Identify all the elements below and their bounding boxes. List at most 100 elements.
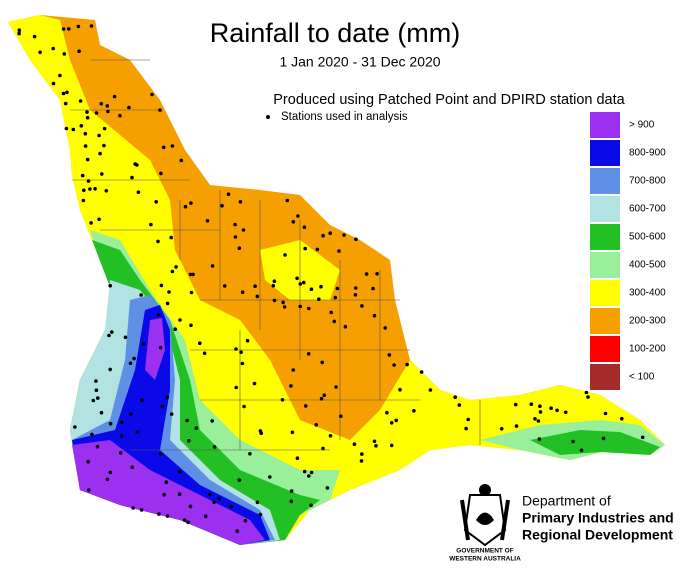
station-dot	[309, 503, 313, 508]
station-dot	[290, 430, 295, 435]
station-dot	[203, 514, 208, 518]
station-dot	[79, 124, 84, 128]
station-dot	[86, 179, 91, 183]
station-dot	[88, 187, 92, 191]
station-dot	[140, 398, 144, 403]
station-dot	[208, 492, 212, 497]
station-dot	[237, 246, 242, 250]
legend-swatch	[590, 364, 620, 390]
station-dot	[233, 235, 238, 239]
station-dot	[289, 489, 294, 493]
station-dot	[141, 341, 146, 346]
station-dot	[83, 144, 88, 148]
station-dot	[335, 286, 340, 291]
station-dot	[220, 203, 224, 208]
station-dot	[87, 488, 91, 492]
station-dot	[243, 518, 248, 523]
station-dot	[586, 395, 590, 399]
station-dot	[309, 287, 314, 292]
station-dot	[157, 512, 161, 516]
station-dot	[334, 385, 338, 389]
station-dot	[291, 368, 296, 372]
station-dot	[398, 387, 402, 392]
station-dot	[189, 290, 194, 295]
station-dot	[371, 286, 375, 291]
station-dot	[128, 361, 133, 366]
crest-text: WESTERN AUSTRALIA	[449, 556, 521, 563]
station-dot	[353, 293, 358, 297]
station-dot	[240, 290, 245, 295]
station-dot	[67, 27, 71, 31]
station-dot	[538, 410, 543, 414]
station-dot	[189, 323, 193, 328]
station-dot	[108, 367, 112, 372]
station-dot	[105, 477, 110, 482]
station-dot	[536, 419, 541, 423]
station-dot	[238, 200, 243, 204]
station-dot	[314, 423, 319, 427]
station-dot	[160, 404, 165, 409]
station-dot	[97, 133, 101, 138]
station-dot	[405, 362, 409, 367]
station-dot	[319, 396, 324, 401]
station-dot	[389, 443, 394, 448]
station-dot	[136, 190, 141, 194]
station-dot	[135, 430, 139, 434]
station-dot	[107, 333, 111, 338]
station-dot	[102, 143, 106, 148]
station-dot	[453, 395, 458, 400]
station-dot	[392, 363, 396, 367]
station-dot	[127, 105, 131, 110]
station-dot	[112, 94, 117, 99]
station-dot	[139, 508, 144, 512]
station-dot	[89, 24, 94, 28]
station-dot	[383, 326, 388, 330]
station-dot	[466, 417, 471, 422]
station-dot	[73, 425, 77, 429]
station-dot	[537, 437, 542, 441]
station-dot	[108, 283, 112, 288]
station-dot	[295, 276, 299, 281]
station-dot	[78, 99, 83, 103]
station-dot	[307, 474, 311, 478]
station-dot	[85, 157, 90, 162]
station-dot	[289, 499, 294, 504]
station-dot	[241, 228, 246, 232]
station-dot	[233, 222, 237, 227]
station-dot	[198, 341, 202, 346]
station-dot	[80, 173, 85, 178]
station-dot	[182, 518, 187, 522]
legend-label: 800-900	[629, 148, 666, 159]
station-dot	[100, 172, 104, 176]
station-dot	[186, 520, 190, 525]
station-dot	[99, 102, 104, 106]
station-dot	[51, 81, 56, 86]
station-dot	[309, 470, 314, 475]
dept-line: Department of	[522, 493, 611, 509]
station-dot	[132, 356, 136, 361]
station-dot	[321, 233, 325, 238]
station-dot	[81, 198, 86, 203]
station-dot	[464, 426, 468, 431]
station-dot	[296, 214, 300, 218]
station-dot	[620, 416, 624, 421]
station-dot	[131, 506, 135, 510]
station-dot	[158, 452, 163, 456]
station-dot	[514, 424, 519, 428]
station-dot	[62, 52, 67, 56]
region-over-900	[72, 318, 265, 545]
station-dot	[533, 417, 537, 421]
station-dot	[307, 306, 311, 311]
station-dot	[98, 151, 102, 156]
station-dot	[119, 434, 124, 438]
station-dot	[306, 352, 311, 356]
station-dot	[328, 231, 333, 235]
stations-label: Stations used in analysis	[281, 111, 408, 123]
station-dot	[94, 379, 98, 383]
station-dot	[110, 330, 114, 334]
station-dot	[353, 286, 358, 290]
station-dot	[106, 109, 110, 114]
station-dot	[419, 370, 424, 374]
station-dot	[165, 395, 169, 400]
station-dot	[253, 284, 257, 289]
